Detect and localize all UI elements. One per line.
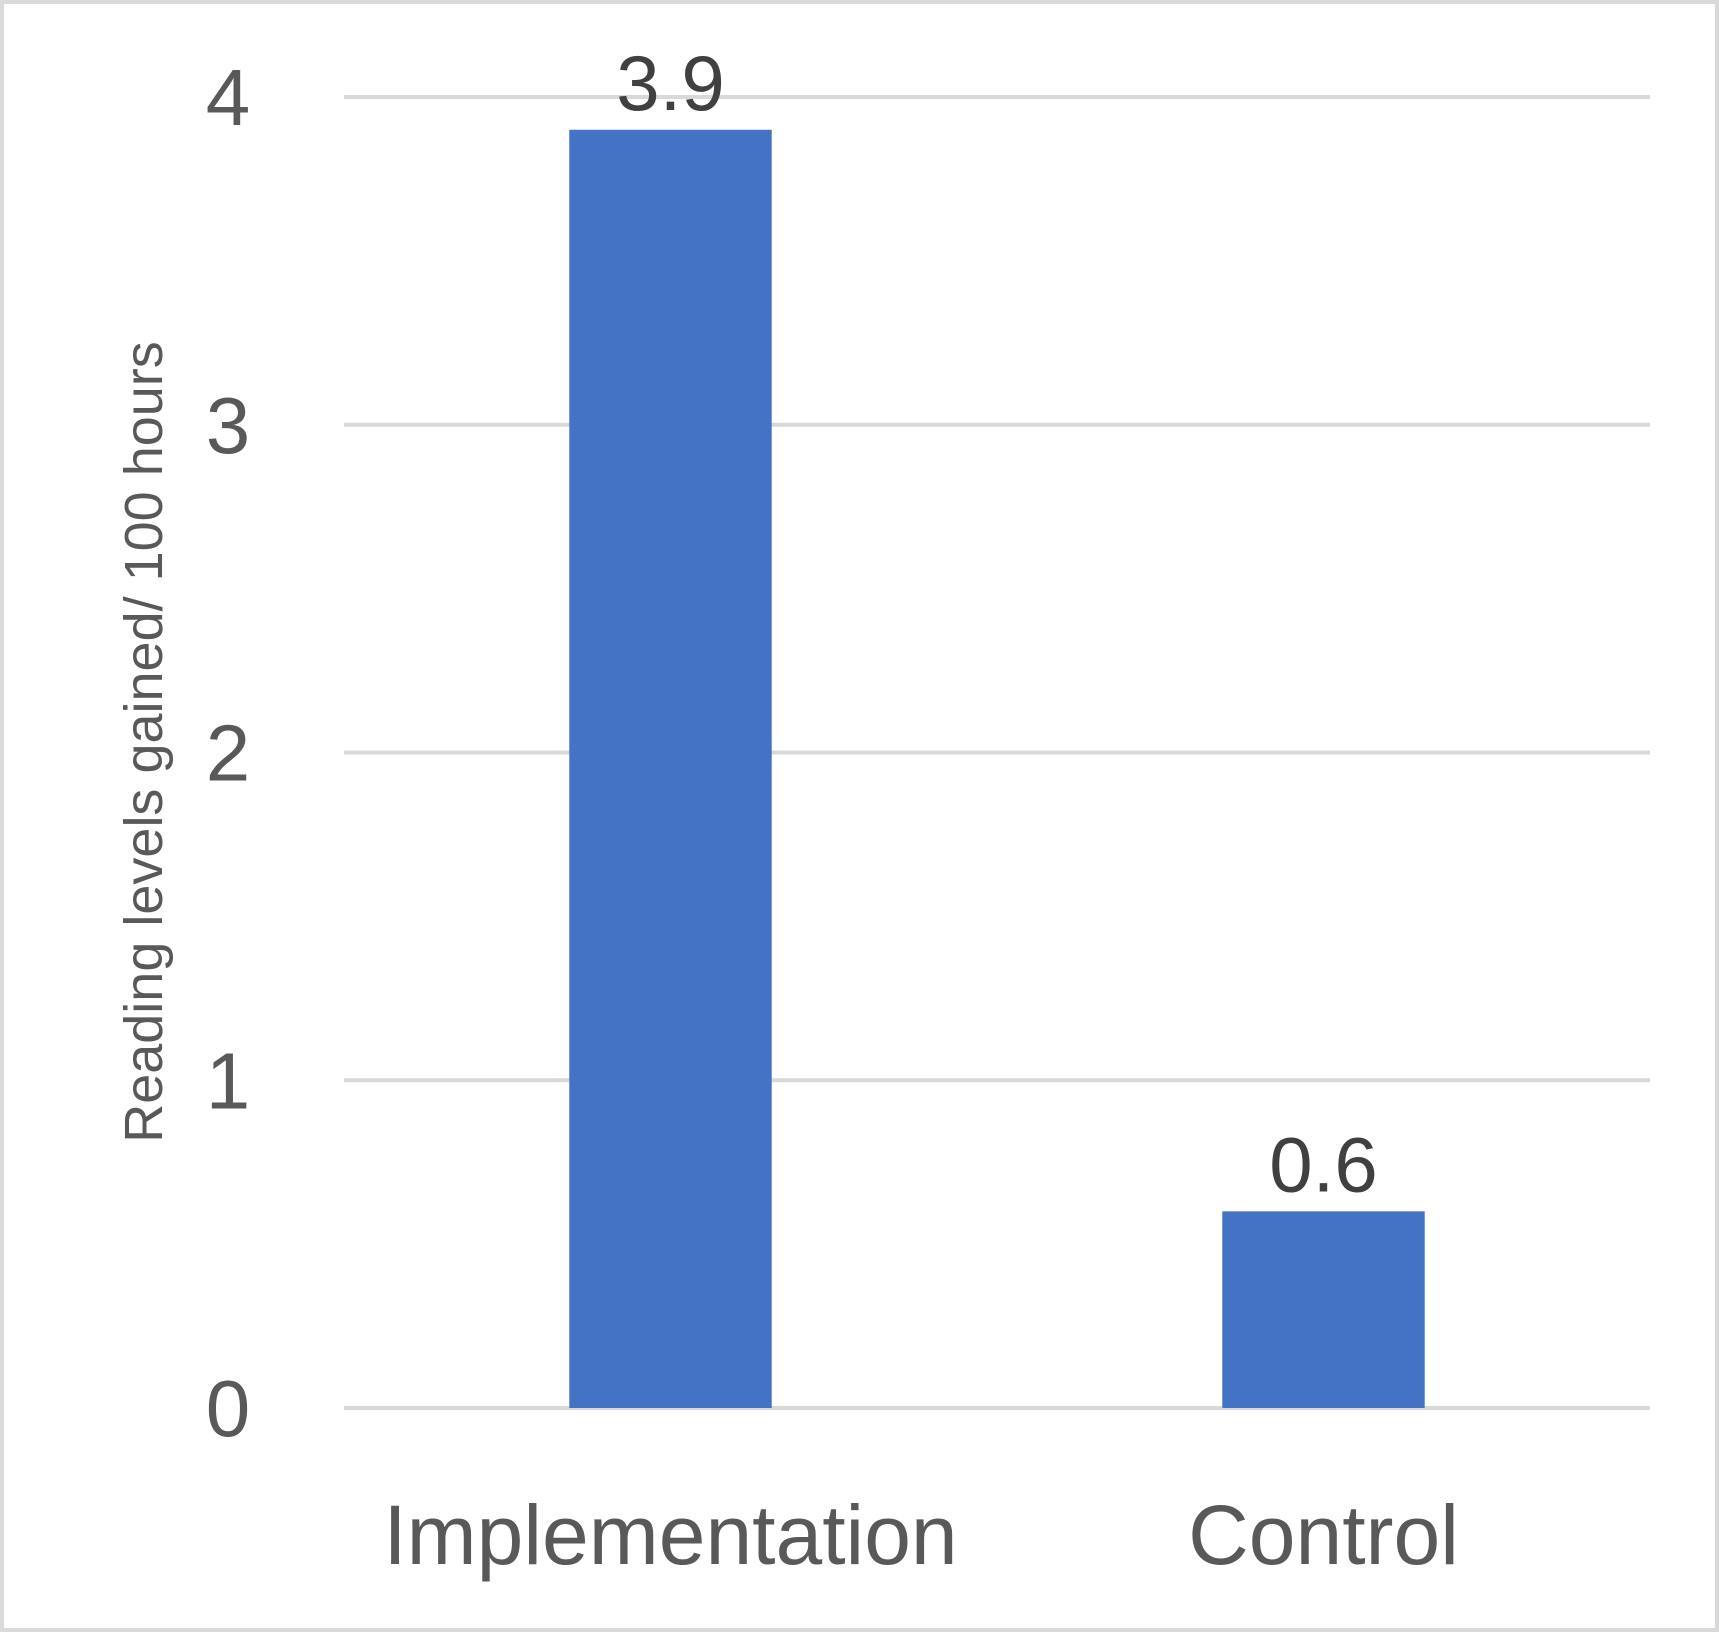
bar-chart: 0 1 2 3 4 3.9 0.6 Implementation Control Readi…	[114, 39, 1650, 1582]
category-label-control: Control	[1188, 1488, 1459, 1582]
data-label-implementation: 3.9	[616, 39, 724, 127]
gridlines	[344, 95, 1650, 1410]
y-tick-label-2: 2	[206, 709, 251, 798]
y-axis-tick-labels: 0 1 2 3 4	[206, 53, 251, 1453]
data-labels: 3.9 0.6	[616, 39, 1377, 1209]
y-tick-label-3: 3	[206, 381, 251, 470]
category-label-implementation: Implementation	[383, 1488, 957, 1582]
data-label-control: 0.6	[1269, 1120, 1377, 1208]
y-tick-label-4: 4	[206, 53, 251, 142]
bar-implementation	[569, 129, 772, 1408]
bars	[569, 129, 1425, 1408]
x-axis-category-labels: Implementation Control	[383, 1488, 1459, 1582]
y-tick-label-0: 0	[206, 1364, 251, 1453]
y-axis-title: Reading levels gained/ 100 hours	[114, 341, 174, 1143]
y-tick-label-1: 1	[206, 1036, 251, 1125]
bar-control	[1222, 1211, 1425, 1408]
